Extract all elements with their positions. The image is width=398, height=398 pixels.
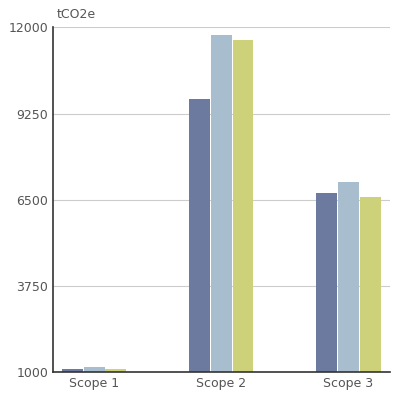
Bar [189,100,210,372]
Text: tCO2e: tCO2e [56,8,96,21]
Bar [105,369,126,372]
Bar [232,40,254,372]
Bar [62,369,83,372]
Bar [316,193,337,372]
Bar [84,367,105,372]
Bar [338,182,359,372]
Bar [211,35,232,372]
Bar [360,197,381,372]
